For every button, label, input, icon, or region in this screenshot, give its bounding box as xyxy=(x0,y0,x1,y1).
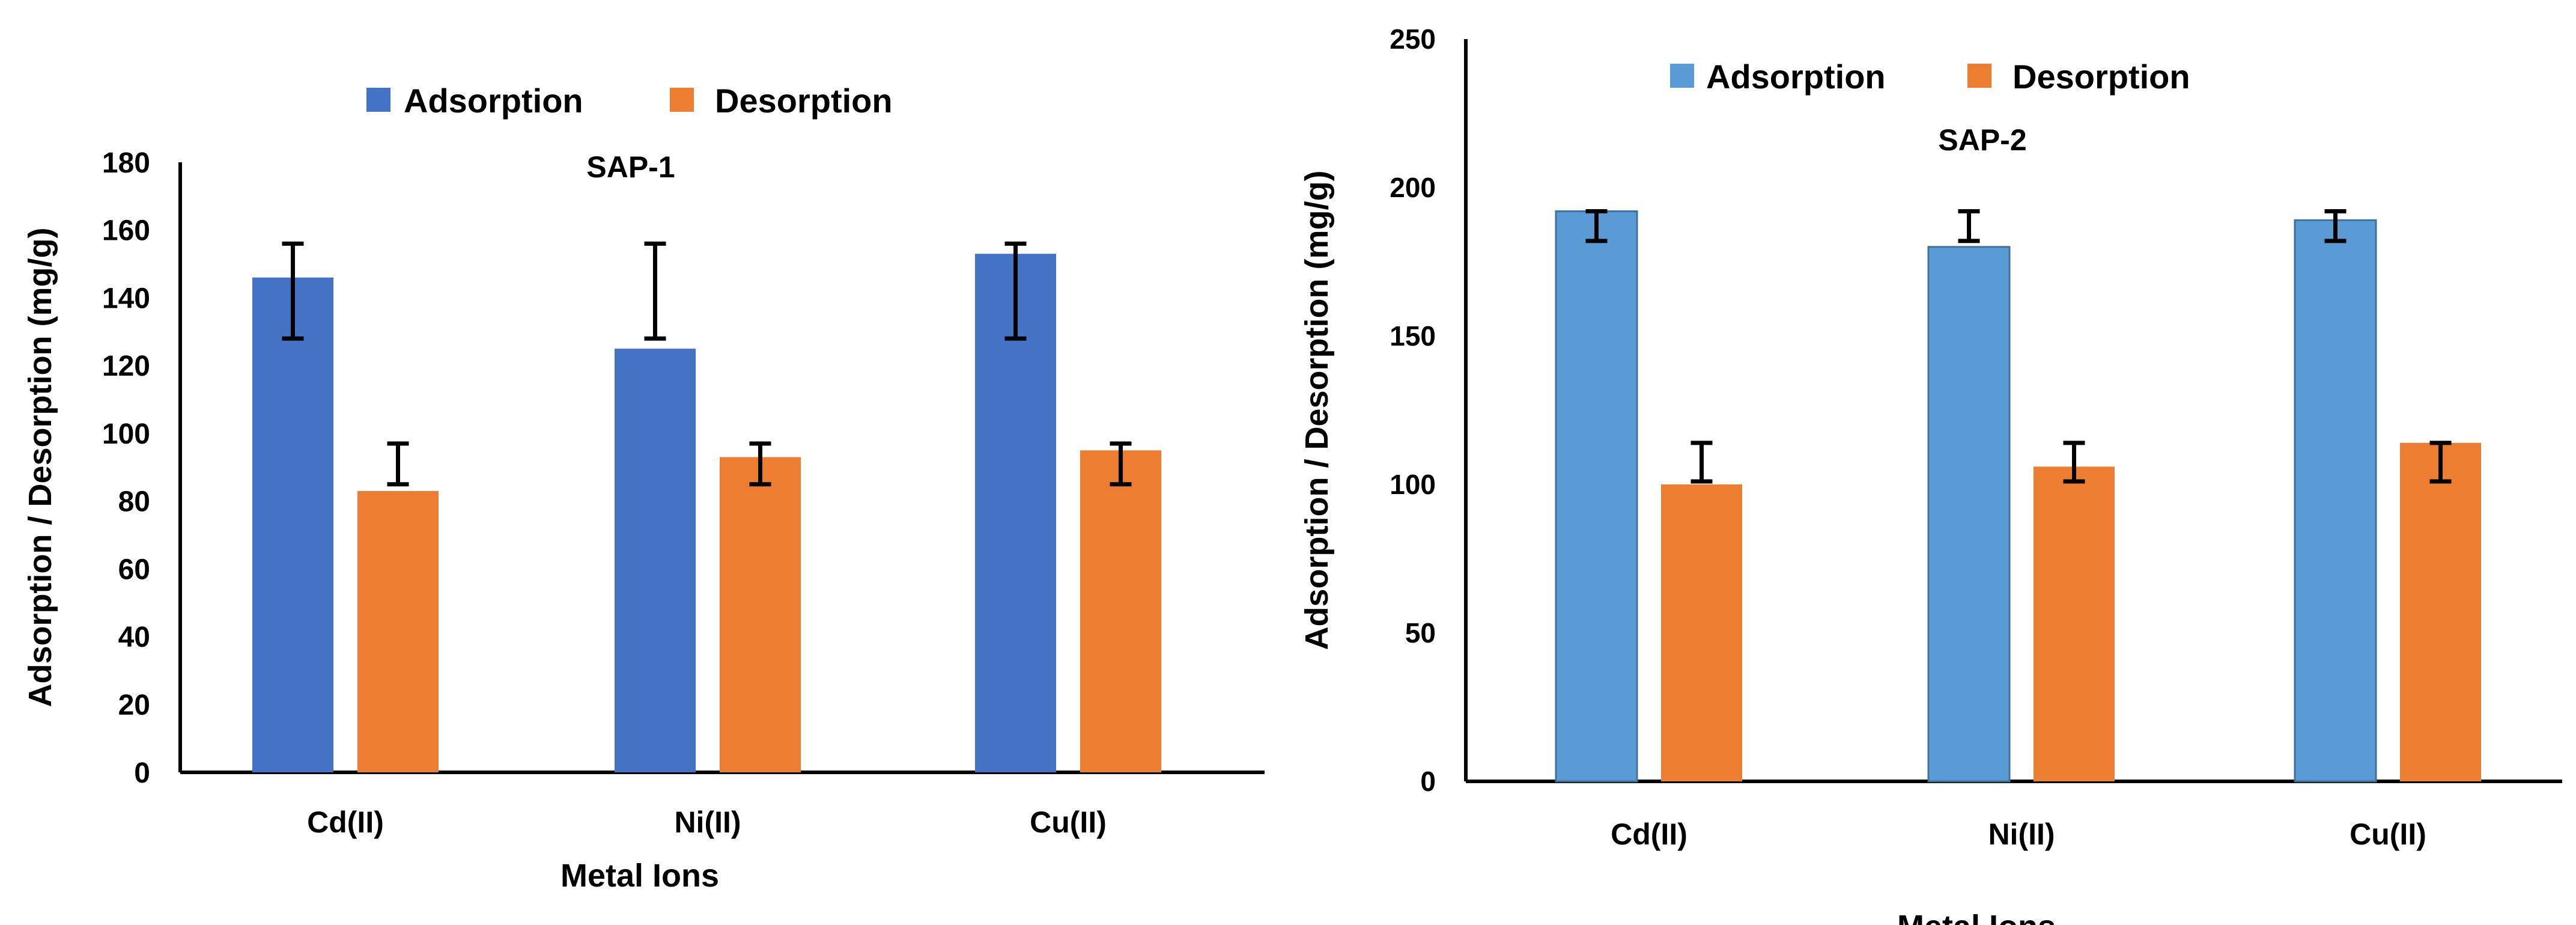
y-axis-label: Adsorption / Desorption (mg/g) xyxy=(22,228,58,707)
x-tick-label: Cu(II) xyxy=(2350,817,2426,851)
x-axis-label: Metal Ions xyxy=(1897,909,2056,925)
y-tick-label: 80 xyxy=(118,486,150,518)
legend-swatch-desorption xyxy=(670,88,694,112)
x-axis-label: Metal Ions xyxy=(560,858,719,894)
x-tick-label: Cu(II) xyxy=(1030,805,1107,839)
bar-desorption-1 xyxy=(357,490,439,772)
chart-title: SAP-1 xyxy=(586,150,675,184)
bar-desorption-2 xyxy=(2034,466,2115,781)
y-tick-label: 150 xyxy=(1390,320,1436,352)
y-tick-label: 40 xyxy=(118,621,150,653)
legend-label-adsorption: Adsorption xyxy=(404,82,583,120)
bar-adsorption-1 xyxy=(1555,210,1638,783)
bar-adsorption-2 xyxy=(1927,246,2011,783)
chart-title: SAP-2 xyxy=(1938,123,2026,157)
bar-desorption-1 xyxy=(1661,484,1742,781)
y-tick-label: 140 xyxy=(102,282,150,314)
legend-label-desorption: Desorption xyxy=(715,82,893,120)
chart-panel-1: 0 20 40 60 80 100 120 140 160 180 Cd(II) Ni(II) Cu(I… xyxy=(22,82,1265,894)
bar-adsorption-3 xyxy=(2294,219,2377,783)
legend-label-adsorption: Adsorption xyxy=(1706,58,1886,96)
y-tick-label: 50 xyxy=(1405,617,1436,649)
x-tick-label: Ni(II) xyxy=(1988,817,2055,851)
y-tick-label: 180 xyxy=(102,147,150,179)
legend-label-desorption: Desorption xyxy=(2012,58,2190,96)
y-tick-label: 200 xyxy=(1390,172,1436,203)
y-tick-label: 60 xyxy=(118,554,150,585)
y-tick-label: 160 xyxy=(102,215,150,247)
y-tick-label: 0 xyxy=(1420,766,1436,797)
y-tick-label: 0 xyxy=(134,757,150,789)
y-tick-label: 120 xyxy=(102,350,150,382)
y-tick-label: 250 xyxy=(1390,23,1436,55)
y-tick-label: 100 xyxy=(1390,469,1436,500)
x-tick-label: Cd(II) xyxy=(1611,817,1687,851)
bar-adsorption-2 xyxy=(615,349,696,772)
legend-swatch-adsorption xyxy=(1670,64,1694,88)
y-axis-label: Adsorption / Desorption (mg/g) xyxy=(1299,171,1335,650)
x-tick-label: Cd(II) xyxy=(307,805,384,839)
bar-desorption-3 xyxy=(1080,450,1161,772)
y-tick-label: 100 xyxy=(102,418,150,450)
legend-swatch-adsorption xyxy=(366,88,390,112)
y-tick-label: 20 xyxy=(118,689,150,721)
legend-swatch-desorption xyxy=(1967,64,1991,88)
bar-adsorption-1 xyxy=(252,277,333,772)
bar-desorption-2 xyxy=(720,457,801,772)
chart-panel-2: 0 50 100 150 200 250 Cd(II) Ni(II) Cu(II) SAP-2 Me… xyxy=(1299,23,2562,925)
bar-desorption-3 xyxy=(2400,442,2481,781)
x-tick-label: Ni(II) xyxy=(674,805,741,839)
